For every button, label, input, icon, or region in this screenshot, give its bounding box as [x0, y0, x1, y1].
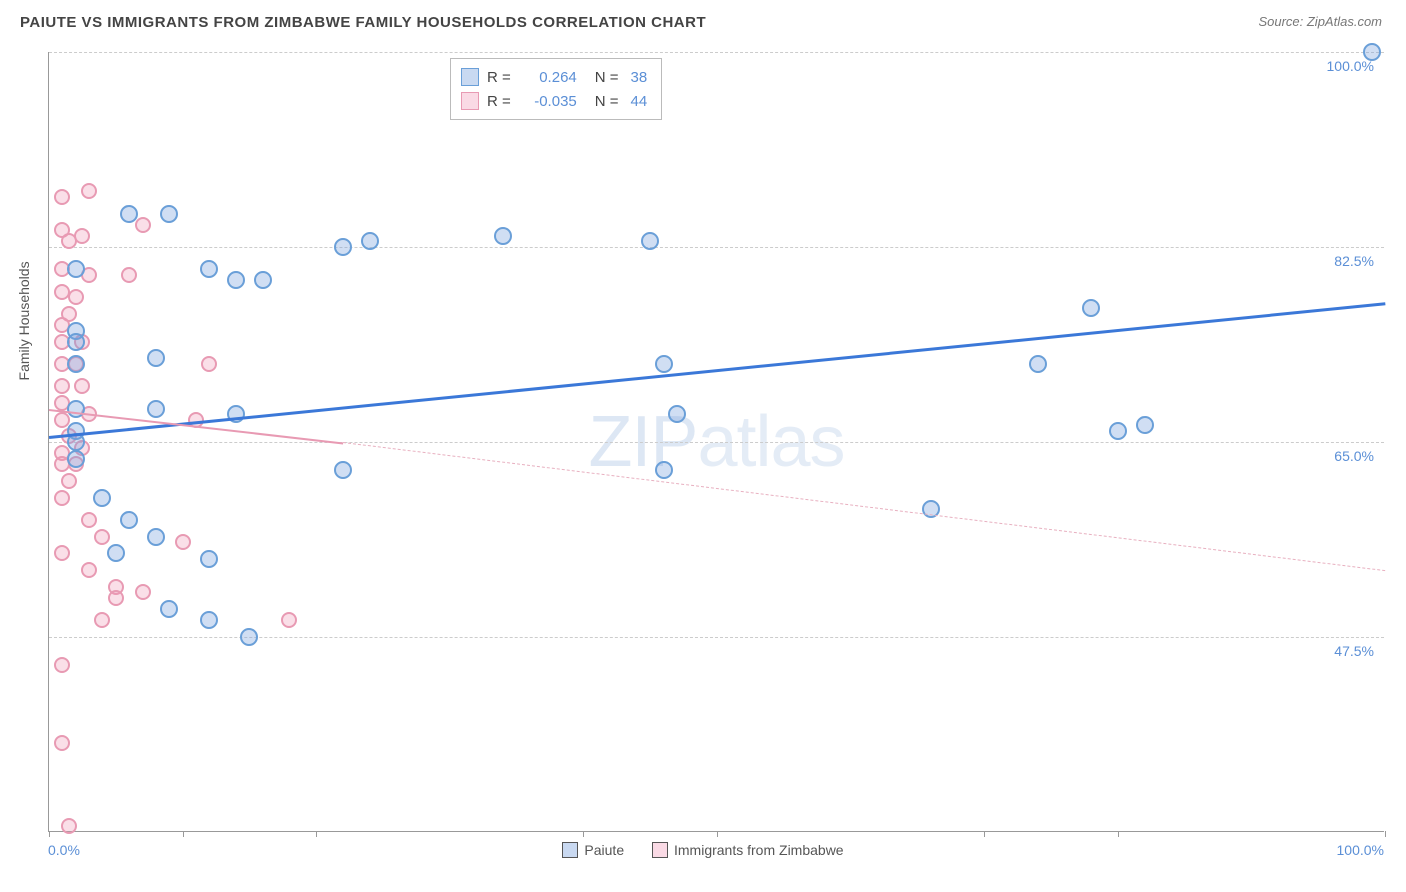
- series-label-blue: Paiute: [584, 842, 624, 858]
- x-tick: [583, 831, 584, 837]
- r-label: R =: [487, 93, 511, 110]
- gridline: [49, 247, 1384, 248]
- r-value-blue: 0.264: [519, 69, 577, 86]
- swatch-blue: [562, 842, 578, 858]
- data-point-blue: [200, 611, 218, 629]
- data-point-pink: [54, 378, 70, 394]
- n-value-blue: 38: [631, 69, 648, 86]
- data-point-pink: [54, 657, 70, 673]
- x-tick: [717, 831, 718, 837]
- trend-line: [343, 442, 1385, 571]
- x-tick: [316, 831, 317, 837]
- scatter-plot: ZIPatlas 47.5%65.0%82.5%100.0%: [48, 52, 1384, 832]
- data-point-pink: [81, 562, 97, 578]
- data-point-blue: [1136, 416, 1154, 434]
- y-axis-title: Family Households: [16, 261, 32, 380]
- data-point-blue: [67, 333, 85, 351]
- series-label-pink: Immigrants from Zimbabwe: [674, 842, 844, 858]
- legend-row-blue: R = 0.264 N = 38: [461, 65, 647, 89]
- data-point-pink: [54, 490, 70, 506]
- data-point-blue: [1363, 43, 1381, 61]
- data-point-blue: [67, 355, 85, 373]
- data-point-blue: [147, 349, 165, 367]
- data-point-pink: [61, 473, 77, 489]
- x-tick: [49, 831, 50, 837]
- data-point-blue: [93, 489, 111, 507]
- data-point-blue: [107, 544, 125, 562]
- data-point-blue: [1082, 299, 1100, 317]
- data-point-pink: [175, 534, 191, 550]
- data-point-pink: [54, 189, 70, 205]
- chart-title: PAIUTE VS IMMIGRANTS FROM ZIMBABWE FAMIL…: [20, 14, 706, 31]
- data-point-pink: [135, 584, 151, 600]
- data-point-pink: [121, 267, 137, 283]
- data-point-pink: [54, 735, 70, 751]
- legend-item-pink: Immigrants from Zimbabwe: [652, 842, 844, 858]
- x-tick: [984, 831, 985, 837]
- r-label: R =: [487, 69, 511, 86]
- data-point-pink: [68, 289, 84, 305]
- data-point-blue: [200, 550, 218, 568]
- data-point-blue: [227, 271, 245, 289]
- y-tick-label: 47.5%: [1334, 643, 1374, 659]
- data-point-blue: [147, 400, 165, 418]
- data-point-blue: [200, 260, 218, 278]
- data-point-pink: [81, 183, 97, 199]
- data-point-pink: [81, 512, 97, 528]
- gridline: [49, 442, 1384, 443]
- data-point-blue: [641, 232, 659, 250]
- y-tick-label: 82.5%: [1334, 253, 1374, 269]
- series-legend: Paiute Immigrants from Zimbabwe: [0, 842, 1406, 861]
- swatch-blue: [461, 68, 479, 86]
- data-point-pink: [201, 356, 217, 372]
- data-point-blue: [494, 227, 512, 245]
- data-point-blue: [1029, 355, 1047, 373]
- n-value-pink: 44: [631, 93, 648, 110]
- data-point-pink: [281, 612, 297, 628]
- data-point-blue: [67, 260, 85, 278]
- n-label: N =: [595, 69, 619, 86]
- data-point-pink: [135, 217, 151, 233]
- data-point-blue: [67, 450, 85, 468]
- legend-item-blue: Paiute: [562, 842, 624, 858]
- data-point-blue: [120, 205, 138, 223]
- gridline: [49, 52, 1384, 53]
- data-point-blue: [361, 232, 379, 250]
- data-point-pink: [74, 378, 90, 394]
- data-point-blue: [254, 271, 272, 289]
- data-point-pink: [61, 818, 77, 834]
- data-point-blue: [240, 628, 258, 646]
- data-point-blue: [1109, 422, 1127, 440]
- data-point-pink: [54, 545, 70, 561]
- data-point-blue: [160, 205, 178, 223]
- data-point-blue: [655, 461, 673, 479]
- data-point-blue: [334, 461, 352, 479]
- data-point-blue: [160, 600, 178, 618]
- data-point-pink: [94, 612, 110, 628]
- swatch-pink: [652, 842, 668, 858]
- swatch-pink: [461, 92, 479, 110]
- data-point-blue: [147, 528, 165, 546]
- r-value-pink: -0.035: [519, 93, 577, 110]
- y-tick-label: 65.0%: [1334, 448, 1374, 464]
- data-point-pink: [74, 228, 90, 244]
- y-tick-label: 100.0%: [1327, 58, 1374, 74]
- data-point-pink: [108, 590, 124, 606]
- correlation-legend: R = 0.264 N = 38 R = -0.035 N = 44: [450, 58, 662, 120]
- data-point-pink: [94, 529, 110, 545]
- source-credit: Source: ZipAtlas.com: [1258, 14, 1382, 29]
- data-point-blue: [668, 405, 686, 423]
- legend-row-pink: R = -0.035 N = 44: [461, 89, 647, 113]
- x-tick: [1118, 831, 1119, 837]
- x-tick: [183, 831, 184, 837]
- x-tick: [1385, 831, 1386, 837]
- data-point-blue: [334, 238, 352, 256]
- data-point-blue: [120, 511, 138, 529]
- trend-line: [49, 303, 1385, 440]
- n-label: N =: [595, 93, 619, 110]
- data-point-blue: [655, 355, 673, 373]
